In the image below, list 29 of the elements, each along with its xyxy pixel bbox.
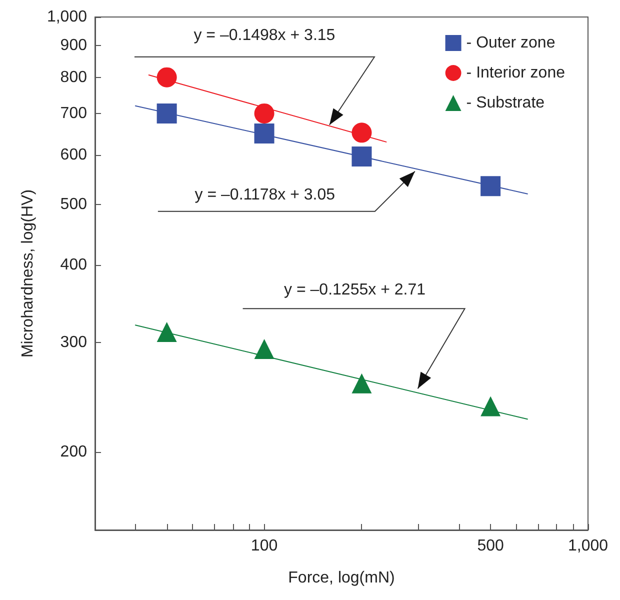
annotation: y = –0.1178x + 3.05: [194, 186, 336, 204]
point: [352, 122, 372, 143]
y-tick-label: 900: [60, 36, 88, 54]
x-tick-label: 500: [477, 538, 504, 554]
legend-label: - Interior zone: [466, 64, 566, 82]
y-tick-label: 800: [60, 68, 88, 86]
x-tick-label: 100: [250, 538, 278, 554]
point: [352, 146, 372, 166]
y-tick-label: 700: [60, 104, 88, 122]
point: [352, 373, 372, 394]
y-tick-label: 600: [60, 146, 88, 164]
point: [156, 103, 177, 124]
y-tick-label: 400: [60, 256, 88, 274]
y-tick-label: 1,000: [46, 8, 88, 26]
y-tick-label: 500: [60, 196, 88, 213]
legend-label: - Outer zone: [466, 34, 556, 52]
point: [254, 123, 274, 144]
y-tick-label: 300: [60, 334, 88, 352]
point: [254, 103, 274, 124]
point: [156, 322, 177, 342]
x-axis-title: Force, log(mN): [288, 570, 395, 586]
point: [156, 67, 177, 88]
annotation: y = –0.1255x + 2.71: [284, 282, 426, 299]
y-tick-label: 200: [60, 444, 88, 461]
annotation: y = –0.1498x + 3.15: [194, 26, 336, 44]
x-tick-label: 1,000: [568, 538, 608, 554]
y-axis-title: Microhardness, log(HV): [20, 189, 37, 358]
legend-label: - Substrate: [466, 94, 545, 112]
point: [254, 338, 274, 359]
